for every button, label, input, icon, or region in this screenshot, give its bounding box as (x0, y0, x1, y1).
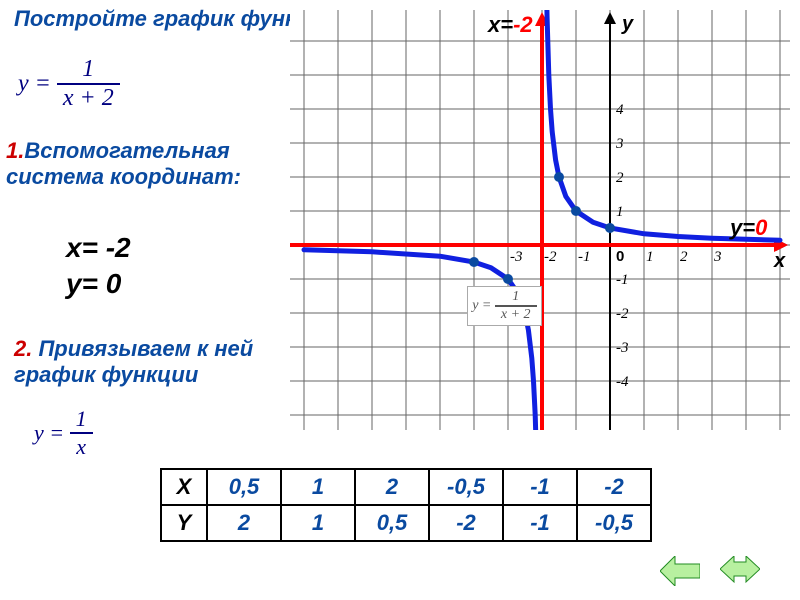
xtick-label: 2 (680, 249, 688, 265)
table-cell: 2 (207, 505, 281, 541)
inset-lhs: y = (472, 298, 491, 313)
step1-text: Вспомогательная система координат: (6, 138, 241, 189)
nav-home-button[interactable] (720, 556, 760, 586)
table-cell: 2 (355, 469, 429, 505)
formula-fraction: 1 x + 2 (57, 56, 120, 112)
table-header-cell: X (161, 469, 207, 505)
formula-den: x + 2 (57, 85, 120, 112)
asym-y-label: y=0 (730, 215, 767, 241)
step2-block: 2. Привязываем к ней график функции (14, 336, 294, 388)
formula-side-lhs: y = (34, 420, 64, 445)
ytick-label: -2 (616, 306, 629, 322)
inset-num: 1 (495, 289, 537, 307)
xtick-label: 1 (646, 249, 654, 265)
eq2-span: y= 0 (66, 268, 121, 299)
step1-label: 1. (6, 138, 24, 163)
chart: -3-2-1123-4-3-2-112340xy (290, 10, 790, 430)
y-axis-label: y (621, 13, 634, 35)
ytick-label: -4 (616, 374, 629, 390)
eq1-span: x= -2 (66, 232, 131, 263)
formula-side-den: x (70, 434, 93, 460)
table-cell: 1 (281, 469, 355, 505)
step2-label: 2. (14, 336, 32, 361)
origin-label: 0 (616, 248, 624, 265)
asym-x-pre: x= (488, 12, 513, 37)
asym-x-label: x=-2 (488, 12, 533, 38)
formula-side: y = 1 x (34, 406, 93, 460)
table-cell: -1 (503, 505, 577, 541)
slide-container: Постройте график функции: y = 1 x + 2 1.… (0, 0, 800, 600)
xtick-label: 3 (713, 249, 722, 265)
table-cell: 0,5 (355, 505, 429, 541)
asym-x-val: -2 (513, 12, 533, 37)
step1-eq2: y= 0 (66, 268, 121, 300)
formula-lhs: y = (18, 71, 51, 97)
ytick-label: -3 (616, 340, 629, 356)
step1-block: 1.Вспомогательная система координат: (6, 138, 266, 190)
formula-side-fraction: 1 x (70, 406, 93, 460)
inset-frac: 1 x + 2 (495, 289, 537, 323)
ytick-label: 2 (616, 170, 624, 186)
ytick-label: 1 (616, 204, 624, 220)
step1-eq1: x= -2 (66, 232, 131, 264)
asym-y-pre: y= (730, 215, 755, 240)
table-cell: 0,5 (207, 469, 281, 505)
table-cell: 1 (281, 505, 355, 541)
xtick-label: -3 (510, 249, 523, 265)
table-cell: -1 (503, 469, 577, 505)
ytick-label: -1 (616, 272, 629, 288)
table-header-cell: Y (161, 505, 207, 541)
table-cell: -2 (577, 469, 651, 505)
nav-back-button[interactable] (660, 556, 700, 586)
ytick-label: 4 (616, 102, 624, 118)
asym-y-val: 0 (755, 215, 767, 240)
table-cell: -0,5 (577, 505, 651, 541)
xtick-label: -2 (544, 249, 557, 265)
ytick-label: 3 (615, 136, 624, 152)
x-axis-label: x (773, 250, 786, 272)
table-cell: -0,5 (429, 469, 503, 505)
xtick-label: -1 (578, 249, 591, 265)
xy-table: X0,512-0,5-1-2Y210,5-2-1-0,5 (160, 468, 652, 542)
step2-text: Привязываем к ней график функции (14, 336, 253, 387)
formula-side-num: 1 (70, 406, 93, 434)
table-cell: -2 (429, 505, 503, 541)
formula-main: y = 1 x + 2 (18, 56, 120, 112)
formula-num: 1 (57, 56, 120, 85)
inset-den: x + 2 (495, 307, 537, 323)
inset-formula: y = 1 x + 2 (467, 286, 541, 326)
